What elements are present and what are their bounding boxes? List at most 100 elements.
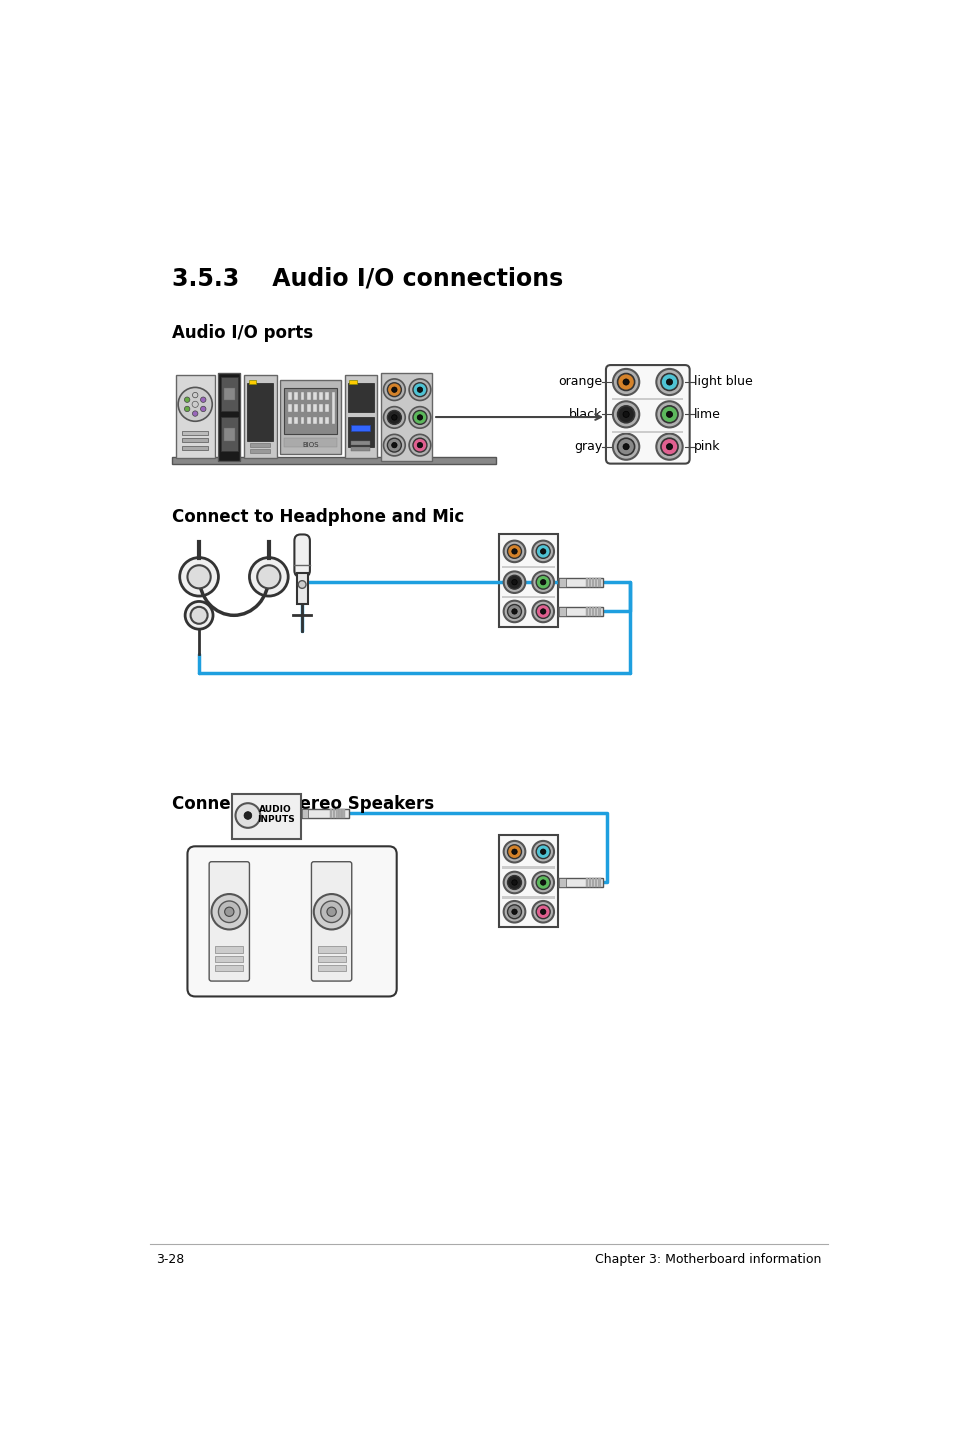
Circle shape <box>511 909 517 915</box>
Bar <box>294 393 298 400</box>
Bar <box>317 946 345 952</box>
Bar <box>280 381 340 454</box>
Bar <box>501 866 555 869</box>
Bar <box>300 417 304 424</box>
Text: black: black <box>568 408 601 421</box>
Bar <box>325 393 329 400</box>
Bar <box>182 430 208 436</box>
Circle shape <box>224 907 233 916</box>
Circle shape <box>249 558 288 597</box>
Bar <box>325 404 329 413</box>
Text: Chapter 3: Motherboard information: Chapter 3: Motherboard information <box>595 1254 821 1267</box>
Bar <box>182 439 208 441</box>
Bar <box>351 426 369 431</box>
Circle shape <box>413 439 427 452</box>
Bar <box>284 388 336 434</box>
Circle shape <box>387 439 401 452</box>
Circle shape <box>200 407 206 411</box>
Bar <box>244 375 276 459</box>
Bar <box>381 372 431 462</box>
Bar <box>612 398 682 400</box>
Circle shape <box>540 549 545 554</box>
Circle shape <box>617 374 634 391</box>
Circle shape <box>507 876 521 890</box>
Text: Audio I/O ports: Audio I/O ports <box>172 324 313 342</box>
Bar <box>588 578 591 587</box>
Circle shape <box>656 370 682 395</box>
Text: orange: orange <box>558 375 601 388</box>
Bar <box>558 877 602 887</box>
Text: Connect to Headphone and Mic: Connect to Headphone and Mic <box>172 508 464 525</box>
Bar <box>612 430 682 433</box>
Circle shape <box>622 411 629 417</box>
Bar <box>349 380 356 384</box>
Circle shape <box>191 607 208 624</box>
Bar <box>300 404 304 413</box>
Bar <box>313 393 316 400</box>
Circle shape <box>416 443 422 447</box>
Bar <box>313 404 316 413</box>
Bar <box>300 808 348 818</box>
Circle shape <box>540 608 545 614</box>
Circle shape <box>314 894 349 929</box>
Bar <box>302 808 308 818</box>
Circle shape <box>507 545 521 558</box>
Bar <box>333 808 335 818</box>
Circle shape <box>540 580 545 585</box>
FancyBboxPatch shape <box>209 861 249 981</box>
Bar <box>598 877 599 887</box>
Bar <box>288 417 292 424</box>
Circle shape <box>540 848 545 854</box>
Circle shape <box>666 380 672 385</box>
Circle shape <box>617 439 634 456</box>
Circle shape <box>660 374 678 391</box>
Text: pink: pink <box>693 440 720 453</box>
Bar <box>317 956 345 962</box>
Bar <box>595 578 597 587</box>
Circle shape <box>503 841 525 863</box>
Bar <box>585 578 587 587</box>
Bar <box>319 417 323 424</box>
Circle shape <box>392 414 396 420</box>
Bar <box>220 377 237 411</box>
Circle shape <box>532 541 554 562</box>
Circle shape <box>507 905 521 919</box>
Circle shape <box>617 406 634 423</box>
Circle shape <box>503 571 525 592</box>
Circle shape <box>185 601 213 630</box>
Circle shape <box>193 411 197 416</box>
Bar <box>296 572 307 604</box>
Circle shape <box>540 880 545 886</box>
FancyBboxPatch shape <box>605 365 689 463</box>
Circle shape <box>532 601 554 623</box>
Bar <box>313 417 316 424</box>
Circle shape <box>536 575 550 590</box>
Circle shape <box>409 380 431 400</box>
Circle shape <box>532 571 554 592</box>
Text: lime: lime <box>693 408 720 421</box>
Circle shape <box>540 909 545 915</box>
Bar <box>595 877 597 887</box>
Circle shape <box>383 380 405 400</box>
Bar <box>498 835 558 928</box>
Bar <box>332 393 335 424</box>
Circle shape <box>536 844 550 858</box>
Bar <box>215 956 243 962</box>
Bar <box>348 383 374 413</box>
Bar <box>501 896 555 899</box>
Bar <box>288 404 292 413</box>
Bar <box>351 440 369 446</box>
Text: BIOS: BIOS <box>302 441 318 449</box>
Circle shape <box>507 575 521 590</box>
Bar <box>218 372 240 462</box>
Bar <box>215 965 243 971</box>
Bar <box>330 808 332 818</box>
Circle shape <box>503 541 525 562</box>
Circle shape <box>244 811 252 820</box>
Bar <box>342 808 344 818</box>
Circle shape <box>660 439 678 456</box>
Circle shape <box>511 580 517 585</box>
Circle shape <box>179 558 218 597</box>
Circle shape <box>416 387 422 393</box>
Bar <box>300 393 304 400</box>
